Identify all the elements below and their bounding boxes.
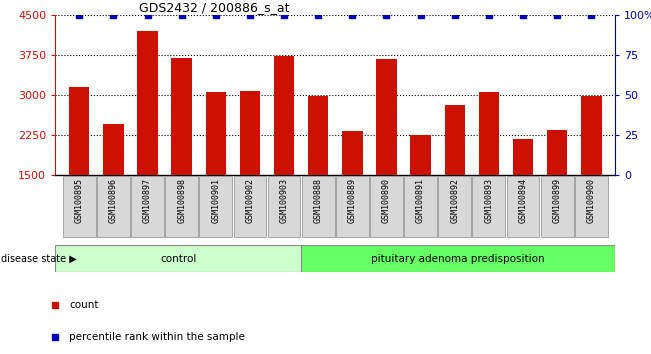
FancyBboxPatch shape: [165, 176, 198, 238]
Text: percentile rank within the sample: percentile rank within the sample: [70, 332, 245, 342]
Bar: [308, 96, 329, 175]
Text: GSM100892: GSM100892: [450, 178, 459, 223]
Text: GSM100901: GSM100901: [212, 178, 220, 223]
Text: GSM100896: GSM100896: [109, 178, 118, 223]
Text: GSM100888: GSM100888: [314, 178, 323, 223]
Bar: [240, 91, 260, 175]
FancyBboxPatch shape: [302, 176, 335, 238]
Text: GSM100891: GSM100891: [416, 178, 425, 223]
Text: GDS2432 / 200886_s_at: GDS2432 / 200886_s_at: [139, 1, 290, 14]
FancyBboxPatch shape: [336, 176, 368, 238]
Bar: [69, 87, 89, 175]
Text: disease state ▶: disease state ▶: [1, 253, 76, 263]
FancyBboxPatch shape: [370, 176, 403, 238]
Text: GSM100894: GSM100894: [519, 178, 527, 223]
Bar: [445, 104, 465, 175]
FancyBboxPatch shape: [506, 176, 540, 238]
FancyBboxPatch shape: [438, 176, 471, 238]
Text: GSM100890: GSM100890: [382, 178, 391, 223]
Text: GSM100898: GSM100898: [177, 178, 186, 223]
Text: GSM100897: GSM100897: [143, 178, 152, 223]
FancyBboxPatch shape: [268, 176, 301, 238]
Bar: [171, 58, 192, 175]
FancyBboxPatch shape: [301, 245, 615, 272]
Text: GSM100900: GSM100900: [587, 178, 596, 223]
Text: count: count: [70, 300, 99, 310]
FancyBboxPatch shape: [97, 176, 130, 238]
FancyBboxPatch shape: [575, 176, 607, 238]
FancyBboxPatch shape: [541, 176, 574, 238]
FancyBboxPatch shape: [55, 245, 301, 272]
Bar: [103, 124, 124, 175]
Text: GSM100893: GSM100893: [484, 178, 493, 223]
FancyBboxPatch shape: [404, 176, 437, 238]
FancyBboxPatch shape: [199, 176, 232, 238]
Bar: [274, 56, 294, 175]
Text: GSM100895: GSM100895: [75, 178, 84, 223]
FancyBboxPatch shape: [63, 176, 96, 238]
FancyBboxPatch shape: [473, 176, 505, 238]
FancyBboxPatch shape: [131, 176, 164, 238]
Bar: [137, 31, 158, 175]
Bar: [376, 59, 396, 175]
Text: GSM100889: GSM100889: [348, 178, 357, 223]
Text: pituitary adenoma predisposition: pituitary adenoma predisposition: [371, 253, 545, 263]
Bar: [513, 139, 533, 175]
Text: GSM100899: GSM100899: [553, 178, 562, 223]
Bar: [410, 135, 431, 175]
FancyBboxPatch shape: [234, 176, 266, 238]
Bar: [547, 130, 568, 175]
Bar: [206, 92, 226, 175]
Bar: [478, 92, 499, 175]
Text: control: control: [160, 253, 197, 263]
Text: GSM100902: GSM100902: [245, 178, 255, 223]
Bar: [342, 131, 363, 175]
Text: GSM100903: GSM100903: [279, 178, 288, 223]
Bar: [581, 96, 602, 175]
